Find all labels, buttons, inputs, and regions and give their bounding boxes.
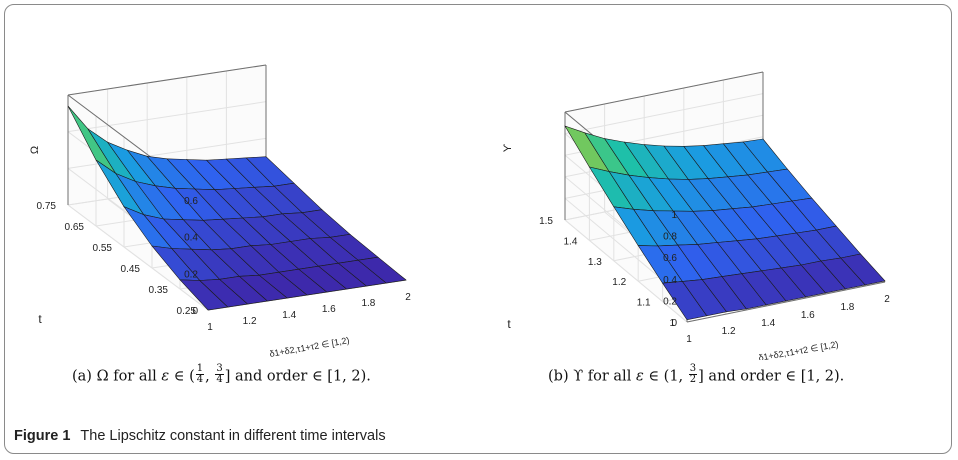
subcaption-a: (a) Ω for all ε ∈ (1 4, 3 4] and order ∈ [… (72, 363, 371, 385)
x-tick-label: 1.2 (243, 316, 257, 327)
y-tick-label: 0.45 (121, 264, 141, 275)
y-tick-label: 1.2 (612, 277, 626, 288)
x-tick-label: 2 (405, 292, 411, 303)
z-tick-label: 0 (192, 306, 198, 317)
y-axis-label: t (507, 317, 511, 331)
y-tick-label: 0.65 (65, 222, 85, 233)
x-tick-label: 1.8 (840, 302, 854, 313)
z-tick-label: 0.2 (184, 269, 198, 280)
x-tick-label: 2 (884, 294, 890, 305)
wall-gridline (564, 219, 688, 323)
surface-patch (357, 256, 407, 284)
y-tick-label: 1 (669, 318, 675, 329)
z-tick-label: 1 (671, 210, 677, 221)
figure-frame (4, 4, 952, 454)
x-tick-label: 1.6 (322, 304, 336, 315)
x-tick-label: 1.4 (761, 318, 775, 329)
box-edge (564, 71, 764, 113)
wall-gridline (67, 204, 209, 311)
figure-caption: Figure 1 The Lipschitz constant in differ… (14, 428, 386, 444)
figure-caption-text: The Lipschitz constant in different time… (80, 428, 386, 444)
z-tick-label: 0.2 (663, 296, 677, 307)
box-edge (67, 64, 267, 96)
y-axis-label: t (38, 312, 42, 326)
y-tick-label: 1.4 (563, 236, 577, 247)
x-axis-label: δ1+δ2,τ1+τ2 ∈ [1,2) (269, 335, 351, 359)
x-tick-label: 1.8 (361, 298, 375, 309)
surface-patch (840, 253, 886, 286)
y-tick-label: 0.75 (37, 201, 57, 212)
x-tick-label: 1.4 (282, 310, 296, 321)
x-tick-label: 1 (207, 322, 213, 333)
z-tick-label: 0.6 (184, 196, 198, 207)
z-axis-label: ϒ (502, 143, 514, 152)
x-axis-label: δ1+δ2,τ1+τ2 ∈ [1,2) (758, 339, 840, 360)
subcaption-b: (b) ϒ for all ε ∈ (1, 3 2] and order ∈ [1… (548, 363, 845, 385)
wall-gridline (67, 101, 267, 133)
y-tick-label: 0.35 (149, 285, 169, 296)
y-tick-label: 0.25 (177, 306, 197, 317)
surface-plot-upsilon: 00.20.40.60.8111.11.21.31.41.511.21.41.6… (502, 71, 890, 360)
x-axis (686, 281, 886, 323)
figure-label: Figure 1 (14, 428, 71, 444)
surface-plot-omega: 0 0.2 0.4 0.6 0.25 0.35 0.45 0.55 0.65 0.75 1 1.2 1.… (29, 64, 411, 359)
z-tick-label: 0.4 (184, 233, 198, 244)
wall-gridline (564, 93, 764, 135)
z-axis-label: Ω (29, 146, 41, 154)
z-tick-label: 0.8 (663, 232, 677, 243)
x-tick-label: 1.6 (801, 310, 815, 321)
y-tick-label: 1.5 (539, 216, 553, 227)
y-tick-label: 1.1 (637, 298, 651, 309)
x-tick-label: 1 (686, 334, 692, 345)
y-tick-label: 1.3 (588, 257, 602, 268)
z-tick-label: 0.4 (663, 275, 677, 286)
subcaption-row: (a) Ω for all ε ∈ (1 4, 3 4] and order ∈ [… (0, 363, 958, 390)
z-tick-label: 0 (671, 318, 677, 329)
z-tick-label: 0.6 (663, 253, 677, 264)
y-tick-label: 0.55 (93, 243, 113, 254)
x-tick-label: 1.2 (722, 326, 736, 337)
